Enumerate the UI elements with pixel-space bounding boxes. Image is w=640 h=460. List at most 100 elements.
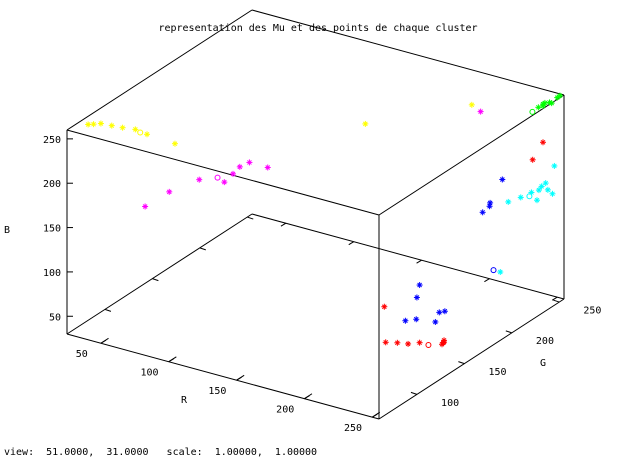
y-axis-label: G [540,358,546,369]
data-point [479,209,486,216]
data-point [382,339,389,346]
plot-box [66,9,565,420]
box-edge [378,298,565,420]
data-point [97,120,104,127]
data-point [144,131,151,138]
z-tick-label: 150 [43,224,61,235]
data-point [436,309,443,316]
data-point [264,164,271,171]
data-point [196,176,203,183]
y-tick-label: 250 [583,305,601,316]
data-point [416,339,423,346]
data-point [539,139,546,146]
y-tick-back [247,216,254,220]
data-point [486,203,493,210]
data-point [402,317,409,324]
x-tick-mark [168,356,177,363]
x-tick-label: 250 [344,423,362,434]
data-point [538,183,545,190]
data-point [542,180,549,187]
series-5 [529,92,563,115]
y-tick-label: 200 [536,336,554,347]
z-tick-label: 250 [43,135,61,146]
data-point [362,120,369,127]
x-tick-mark [304,393,313,400]
series-4 [497,162,558,275]
data-point [236,163,243,170]
data-point [548,100,555,107]
chart-title: representation des Mu et des points de c… [158,23,477,34]
data-point [246,159,253,166]
data-point [119,124,126,131]
data-point [90,121,97,128]
mu-centroid [214,174,221,181]
data-point [441,308,448,315]
z-tick-label: 100 [43,268,61,279]
x-tick-back [416,259,422,264]
y-tick-label: 150 [488,367,506,378]
z-tick-label: 50 [49,312,61,323]
x-tick-back [348,241,354,246]
data-point [529,156,536,163]
data-point [405,340,412,347]
y-tick [553,299,560,303]
y-tick [458,361,465,365]
z-tick-label: 200 [43,179,61,190]
x-tick-mark [371,411,381,418]
data-point [142,203,149,210]
z-axis-label: B [4,225,10,236]
x-axis-label: R [181,395,188,406]
x-tick-label: 100 [141,368,159,379]
series-2 [381,139,546,349]
data-point [166,188,173,195]
data-point [477,108,484,115]
box-edge [66,129,380,216]
data-point [544,186,551,193]
data-point [517,194,524,201]
data-point [221,179,228,186]
y-tick-back [152,278,159,282]
data-point [535,187,542,194]
data-point [108,122,115,129]
y-tick-label: 100 [441,398,459,409]
x-tick-label: 150 [208,386,226,397]
data-point [441,339,448,346]
series-1 [142,108,484,210]
box-edge [251,9,565,96]
data-point [381,303,388,310]
data-point [432,318,439,325]
data-point [132,126,139,133]
data-point [549,190,556,197]
data-point [497,268,504,275]
mu-centroid [490,267,497,274]
data-point [230,170,237,177]
box-edge [66,9,253,131]
data-point [394,339,401,346]
data-point [171,140,178,147]
data-points [85,92,563,349]
box-edge [66,213,253,335]
series-0 [85,101,475,147]
axis-ticks: 50 100 150 200 250 100 150 200 250 50 100 150 200 250 [43,135,601,434]
y-tick [410,391,418,395]
data-point [413,294,420,301]
x-tick-back [484,278,490,283]
box-edge [66,333,380,420]
data-point [556,92,563,99]
box-edge [251,213,565,300]
data-point [539,102,546,109]
x-tick-back [280,222,287,227]
data-point [416,282,423,289]
x-tick-label: 50 [76,349,88,360]
data-point [85,121,92,128]
data-point [535,104,542,111]
data-point [546,99,553,106]
data-point [468,101,475,108]
mu-centroid [529,108,536,115]
y-tick-back [104,308,112,312]
mu-centroid [137,129,144,136]
status-bar: view: 51.0000, 31.0000 scale: 1.00000, 1… [4,447,318,458]
x-tick-label: 200 [276,405,294,416]
x-tick-back [551,296,558,301]
